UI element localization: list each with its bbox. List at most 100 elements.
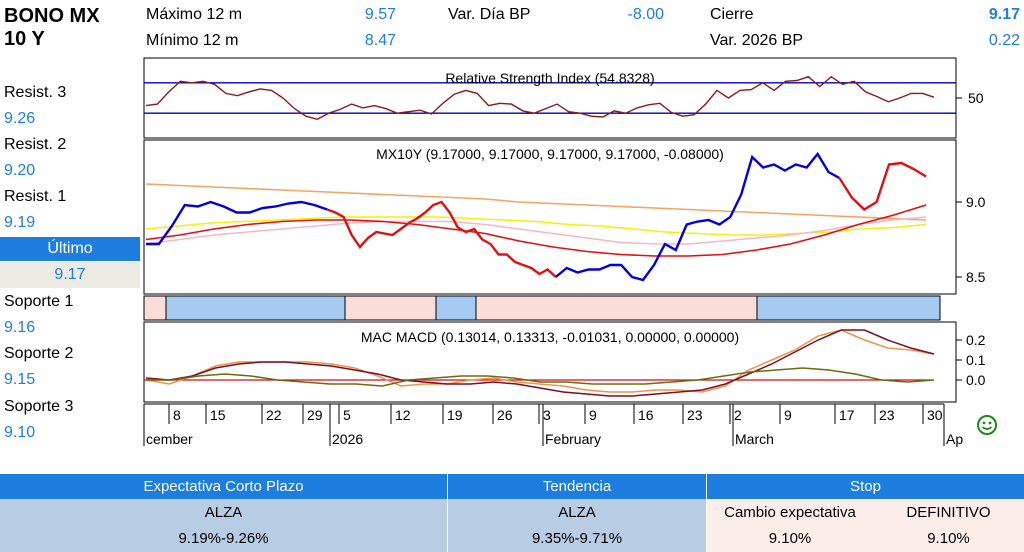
- macd-series: [145, 329, 935, 397]
- x-day-label: 15: [210, 407, 226, 423]
- x-day-label: 22: [266, 407, 282, 423]
- price-moving-averages: [145, 183, 927, 257]
- trend-segments: [143, 295, 941, 321]
- price-series: [146, 151, 927, 282]
- x-day-label: 9: [589, 407, 597, 423]
- header-expectativa: Expectativa Corto Plazo: [0, 474, 447, 499]
- x-day-label: 23: [687, 407, 703, 423]
- x-day-label: 19: [447, 407, 463, 423]
- cierre-label: Cierre: [710, 6, 754, 23]
- soporte2-value: 9.15: [4, 371, 36, 388]
- rsi-title: Relative Strength Index (54.8328): [445, 70, 654, 86]
- soporte2-label: Soporte 2: [4, 345, 74, 362]
- x-month-label: 2026: [332, 431, 363, 447]
- trend-segment-up: [165, 295, 346, 321]
- expectativa-cell-bg: [0, 499, 447, 552]
- tendencia-direction: ALZA: [558, 504, 596, 521]
- trend-segment-down: [143, 295, 167, 321]
- x-day-labels: 8 15 22 29 5 12 19 26 3 9 16 23 2 9 17 23 30: [168, 404, 943, 424]
- min-value: 8.47: [364, 32, 396, 49]
- max-value: 9.57: [364, 6, 396, 23]
- summary-table: Expectativa Corto Plazo Tendencia Stop A…: [0, 474, 1024, 552]
- ultimo-value: 9.17: [0, 262, 140, 288]
- price-line-0: [146, 200, 328, 246]
- price-tick-label: 9.0: [966, 194, 986, 210]
- resist3-value: 9.26: [4, 110, 36, 127]
- price-frame: [143, 139, 957, 295]
- trend-segment-up: [756, 295, 941, 321]
- price-tick-label: 8.5: [966, 269, 986, 285]
- price-line-1: [326, 200, 557, 278]
- x-day-label: 16: [638, 407, 654, 423]
- resist2-label: Resist. 2: [4, 136, 67, 153]
- x-month-label: cember: [146, 431, 193, 447]
- soporte3-value: 9.10: [4, 424, 36, 441]
- rsi-bands: [144, 82, 956, 114]
- stop-cambio-value: 9.10%: [768, 530, 812, 547]
- x-month-label: March: [735, 431, 774, 447]
- macd-panel: MAC MACD (0.13014, 0.13313, -0.01031, 0.…: [143, 321, 986, 403]
- trend-frame: [143, 295, 941, 321]
- soporte3-label: Soporte 3: [4, 398, 74, 415]
- x-day-label: 30: [927, 407, 943, 423]
- rsi-frame: [143, 57, 957, 139]
- soporte1-label: Soporte 1: [4, 293, 74, 310]
- price-title: MX10Y (9.17000, 9.17000, 9.17000, 9.1700…: [376, 146, 724, 162]
- price-line-3: [838, 161, 927, 212]
- stop-definitivo-label: DEFINITIVO: [906, 504, 991, 521]
- x-month-label: February: [545, 431, 601, 447]
- price-ma-0: [145, 183, 927, 221]
- rsi-line: [145, 75, 935, 121]
- x-day-label: 17: [839, 407, 855, 423]
- macd-title: MAC MACD (0.13014, 0.13313, -0.01031, 0.…: [361, 329, 739, 345]
- cierre-value: 9.17: [988, 6, 1020, 23]
- macd-tick-label: 0.1: [966, 352, 986, 368]
- x-day-label: 8: [173, 407, 181, 423]
- trend-segment-down: [475, 295, 758, 321]
- smiley-icon: [977, 415, 997, 435]
- rsi-tick-label: 50: [968, 90, 984, 106]
- price-ticks: 9.0 8.5: [956, 194, 986, 285]
- stop-definitivo-value: 9.10%: [927, 530, 970, 547]
- max-label: Máximo 12 m: [146, 6, 243, 23]
- resist2-value: 9.20: [4, 162, 36, 179]
- var-dia-value: -8.00: [627, 6, 664, 23]
- min-label: Mínimo 12 m: [146, 32, 239, 49]
- title-line1: BONO MX: [4, 5, 100, 27]
- x-axis: 8 15 22 29 5 12 19 26 3 9 16 23 2 9 17 23 30 cember 2026 F…: [143, 403, 963, 447]
- price-ma-3: [145, 204, 927, 257]
- macd-tick-label: 0.2: [966, 332, 986, 348]
- header-stop: Stop: [707, 474, 1024, 499]
- resist3-label: Resist. 3: [4, 84, 67, 101]
- tendencia-range: 9.35%-9.71%: [531, 530, 623, 547]
- technical-chart: Relative Strength Index (54.8328) 50 MX1…: [143, 57, 986, 447]
- price-line-2: [555, 151, 840, 282]
- var-2026-value: 0.22: [988, 32, 1020, 49]
- x-day-label: 12: [395, 407, 411, 423]
- soporte1-value: 9.16: [4, 319, 36, 336]
- trend-segment-up: [435, 295, 477, 321]
- header-tendencia: Tendencia: [448, 474, 706, 499]
- x-month-label: Ap: [946, 431, 963, 447]
- trend-segment-down: [344, 295, 437, 321]
- resist1-label: Resist. 1: [4, 188, 67, 205]
- var-dia-label: Var. Día BP: [448, 6, 531, 23]
- x-day-label: 5: [343, 407, 351, 423]
- rsi-ticks: 50: [956, 90, 984, 106]
- rsi-panel: Relative Strength Index (54.8328) 50: [143, 57, 984, 139]
- price-panel: MX10Y (9.17000, 9.17000, 9.17000, 9.1700…: [143, 139, 986, 295]
- x-day-label: 23: [879, 407, 895, 423]
- macd-line-2: [146, 367, 935, 387]
- ultimo-label: Último: [0, 237, 140, 261]
- x-day-label: 9: [784, 407, 792, 423]
- price-ma-2: [145, 216, 927, 245]
- stop-cambio-label: Cambio expectativa: [724, 504, 856, 521]
- x-day-label: 3: [543, 407, 551, 423]
- stop-cell-bg: [707, 499, 1024, 552]
- trend-bar: [143, 295, 941, 321]
- var-2026-label: Var. 2026 BP: [710, 32, 804, 49]
- resist1-value: 9.19: [4, 214, 36, 231]
- tendencia-cell-bg: [448, 499, 706, 552]
- title-line2: 10 Y: [4, 28, 45, 50]
- x-month-labels: cember 2026 February March Ap: [143, 404, 963, 447]
